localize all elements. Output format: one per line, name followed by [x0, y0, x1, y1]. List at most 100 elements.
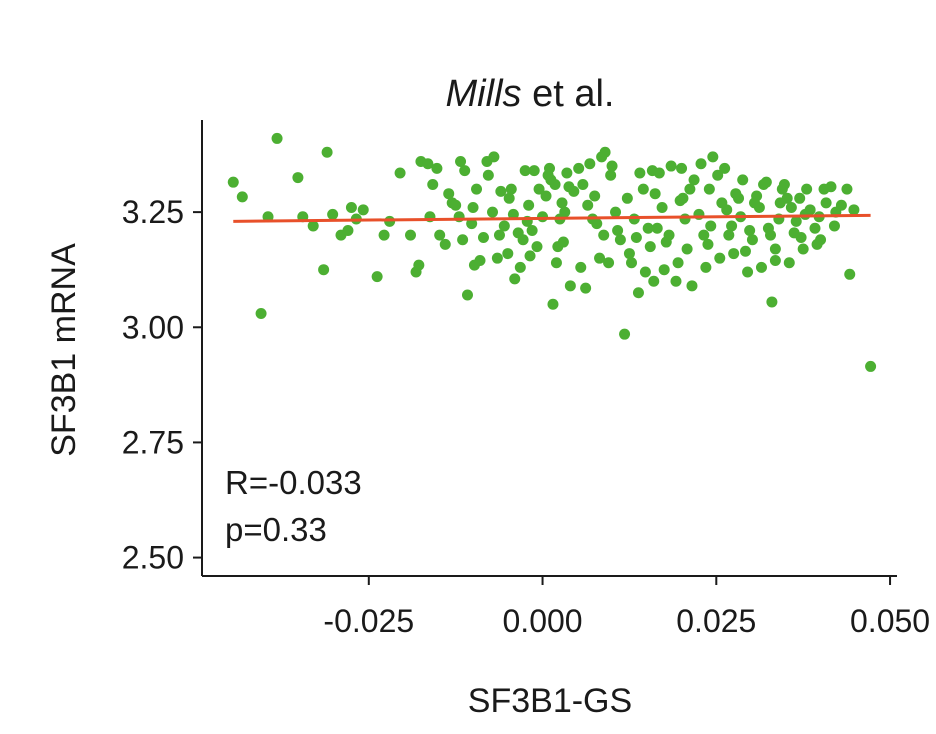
data-point: [790, 215, 802, 227]
data-point: [431, 162, 443, 174]
axes: [201, 120, 897, 577]
data-point: [559, 206, 571, 218]
data-point: [482, 169, 494, 181]
data-point: [603, 257, 615, 269]
data-point: [703, 183, 715, 195]
data-point: [677, 192, 689, 204]
data-point: [491, 252, 503, 264]
data-point: [681, 243, 693, 255]
data-point: [457, 234, 469, 246]
data-point: [695, 158, 707, 170]
data-point: [345, 202, 357, 214]
data-point: [719, 162, 731, 174]
data-point: [580, 282, 592, 294]
data-point: [262, 211, 274, 223]
data-point: [547, 298, 559, 310]
data-point: [809, 222, 821, 234]
y-tick-label: 3.25: [122, 194, 184, 230]
data-point: [227, 176, 239, 188]
y-axis-label: SF3B1 mRNA: [45, 243, 83, 457]
chart-title-rest: et al.: [522, 73, 615, 115]
data-point: [371, 271, 383, 283]
data-point: [605, 169, 617, 181]
y-tick-label: 3.00: [122, 309, 184, 345]
data-point: [591, 218, 603, 230]
data-point: [632, 287, 644, 299]
data-point: [487, 206, 499, 218]
data-point: [755, 261, 767, 273]
data-point: [255, 307, 267, 319]
data-point: [327, 208, 339, 220]
data-point: [509, 273, 521, 285]
data-point: [610, 206, 622, 218]
data-point: [672, 257, 684, 269]
data-point: [568, 185, 580, 197]
data-point: [634, 167, 646, 179]
data-point: [818, 183, 830, 195]
data-point: [774, 197, 786, 209]
data-point: [413, 259, 425, 271]
data-point: [707, 151, 719, 163]
data-point: [630, 231, 642, 243]
data-point: [292, 172, 304, 184]
data-point: [577, 178, 589, 190]
data-point: [714, 252, 726, 264]
data-point: [526, 225, 538, 237]
data-point: [651, 222, 663, 234]
data-point: [589, 190, 601, 202]
data-point: [307, 220, 319, 232]
data-point: [612, 225, 624, 237]
data-point: [236, 191, 248, 203]
data-point: [828, 220, 840, 232]
data-point: [514, 261, 526, 273]
x-tick-label: 0.025: [676, 603, 756, 639]
y-tick-label: 2.75: [122, 424, 184, 460]
data-point: [844, 268, 856, 280]
data-point: [466, 218, 478, 230]
data-point: [801, 183, 813, 195]
data-point: [517, 234, 529, 246]
x-tick-label: 0.050: [850, 603, 930, 639]
data-point: [670, 275, 682, 287]
data-point: [676, 162, 688, 174]
data-point: [820, 197, 832, 209]
data-point: [540, 190, 552, 202]
data-point: [626, 257, 638, 269]
data-point: [746, 234, 758, 246]
data-point: [733, 192, 745, 204]
data-point: [621, 192, 633, 204]
data-point: [550, 257, 562, 269]
data-point: [639, 266, 651, 278]
data-point: [321, 146, 333, 158]
data-point: [728, 248, 740, 260]
data-point: [531, 241, 543, 253]
data-point: [804, 204, 816, 216]
data-point: [797, 243, 809, 255]
data-point: [422, 158, 434, 170]
data-point: [549, 178, 561, 190]
chart-title: Mills et al.: [446, 73, 615, 115]
data-point: [394, 167, 406, 179]
data-point: [599, 146, 611, 158]
data-point: [443, 188, 455, 200]
data-point: [505, 183, 517, 195]
data-point: [557, 236, 569, 248]
data-point: [427, 178, 439, 190]
fit-line: [233, 213, 871, 223]
data-point: [467, 202, 479, 214]
data-point: [459, 165, 471, 177]
data-point: [561, 167, 573, 179]
x-tick-label: 0.000: [503, 603, 583, 639]
data-point: [495, 185, 507, 197]
data-point: [455, 155, 467, 167]
data-point: [742, 266, 754, 278]
data-point: [582, 199, 594, 211]
data-point: [783, 257, 795, 269]
data-point: [544, 162, 555, 174]
data-point: [700, 261, 712, 273]
data-point: [765, 229, 777, 241]
data-point: [594, 252, 606, 264]
data-point: [637, 183, 649, 195]
data-point: [737, 174, 749, 186]
